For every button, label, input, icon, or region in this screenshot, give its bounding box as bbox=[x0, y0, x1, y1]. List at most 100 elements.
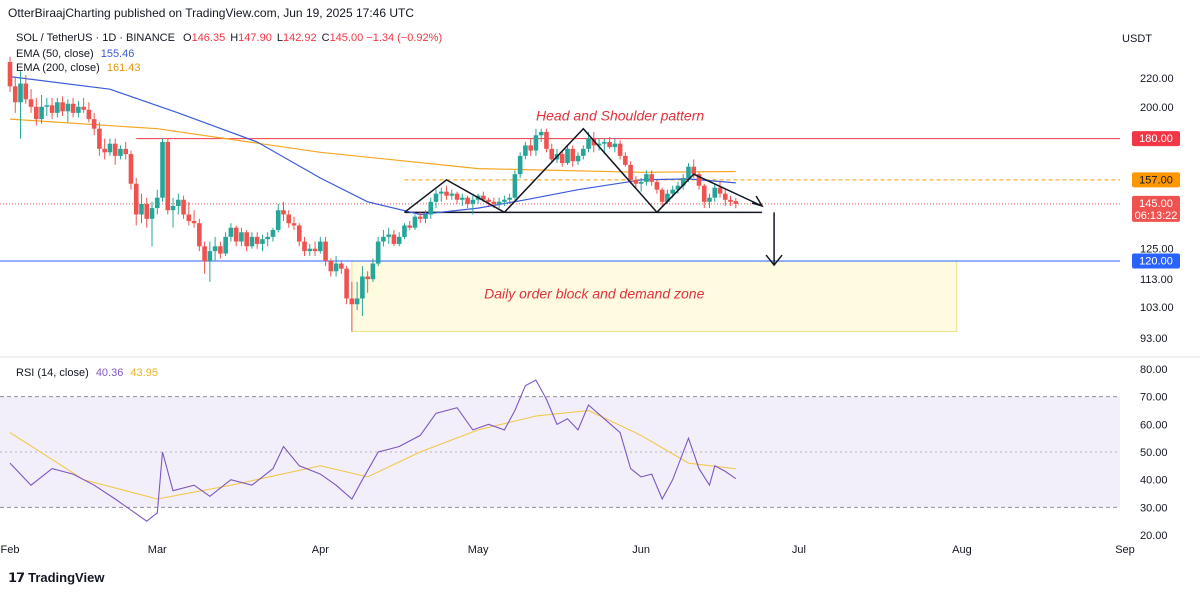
price-label: 120.00 bbox=[1139, 256, 1173, 268]
candle-body bbox=[559, 154, 565, 164]
candle-body bbox=[586, 138, 591, 149]
candle-body bbox=[523, 145, 528, 156]
candle-body bbox=[291, 223, 297, 226]
candle-body bbox=[496, 201, 502, 204]
candle-body bbox=[312, 248, 318, 252]
ema50-label: EMA (50, close) bbox=[16, 48, 94, 60]
candle-body bbox=[575, 155, 581, 162]
candle-body bbox=[428, 201, 434, 215]
time-tick-label: Feb bbox=[1, 544, 20, 556]
rsi-tick-label: 30.00 bbox=[1140, 502, 1168, 514]
candle-body bbox=[254, 236, 260, 244]
candle-body bbox=[402, 225, 407, 237]
candle-body bbox=[286, 214, 292, 224]
candle-body bbox=[323, 241, 328, 262]
time-tick-label: Jul bbox=[792, 544, 806, 556]
price-label: 157.00 bbox=[1139, 174, 1173, 186]
candle-body bbox=[686, 166, 691, 178]
candle-body bbox=[207, 251, 213, 262]
candle-body bbox=[712, 187, 718, 198]
candle-body bbox=[233, 227, 239, 242]
ema200-legend[interactable]: EMA (200, close) 161.43 bbox=[16, 62, 140, 74]
rsi-legend[interactable]: RSI (14, close) 40.36 43.95 bbox=[16, 367, 158, 379]
candle-body bbox=[481, 195, 486, 200]
ema50-legend[interactable]: EMA (50, close) 155.46 bbox=[16, 48, 134, 60]
candle-body bbox=[701, 185, 707, 202]
candle-body bbox=[107, 143, 113, 153]
candle-body bbox=[281, 210, 286, 215]
candle-body bbox=[97, 128, 102, 149]
candle-body bbox=[149, 208, 155, 219]
candle-body bbox=[381, 236, 386, 242]
candle-body bbox=[86, 109, 92, 120]
candle-body bbox=[12, 86, 18, 103]
candle-body bbox=[375, 241, 381, 264]
candle-body bbox=[512, 174, 518, 198]
candle-body bbox=[386, 234, 391, 237]
pattern-left-shoulder bbox=[404, 179, 505, 213]
candle-body bbox=[502, 199, 507, 202]
candle-body bbox=[249, 236, 255, 247]
candle-body bbox=[728, 199, 733, 202]
rsi-tick-label: 40.00 bbox=[1140, 475, 1168, 487]
candle-body bbox=[228, 227, 234, 237]
time-tick-label: Mar bbox=[148, 544, 167, 556]
candle-body bbox=[218, 246, 223, 254]
candle-body bbox=[617, 143, 623, 156]
target-arrow-head bbox=[765, 254, 783, 267]
ema50-line bbox=[9, 76, 736, 216]
tradingview-logo[interactable]: 𝟭𝟳 TradingView bbox=[8, 570, 104, 586]
candle-body bbox=[265, 236, 271, 240]
candle-body bbox=[270, 229, 276, 237]
candle-body bbox=[133, 183, 139, 215]
symbol-legend: SOL / TetherUS · 1D · BINANCE O146.35 H14… bbox=[16, 32, 442, 44]
candle-body bbox=[438, 191, 444, 194]
candle-body bbox=[244, 232, 249, 247]
ema200-label: EMA (200, close) bbox=[16, 62, 100, 74]
price-label: 180.00 bbox=[1139, 133, 1173, 145]
ema200-line bbox=[9, 118, 736, 173]
candle-body bbox=[717, 187, 723, 194]
candle-body bbox=[612, 143, 618, 148]
candle-body bbox=[186, 214, 192, 222]
candle-body bbox=[707, 197, 712, 202]
candle-body bbox=[360, 276, 365, 299]
candle-body bbox=[670, 189, 675, 194]
time-tick-label: Sep bbox=[1115, 544, 1135, 556]
candle-body bbox=[680, 177, 686, 186]
candle-body bbox=[580, 148, 586, 156]
candle-body bbox=[533, 135, 539, 151]
candle-body bbox=[81, 106, 86, 110]
candle-body bbox=[18, 83, 23, 103]
candle-body bbox=[538, 131, 544, 136]
candle-body bbox=[318, 241, 323, 252]
ohlc-value: −1.34 (−0.92%) bbox=[366, 32, 443, 44]
candle-body bbox=[144, 203, 150, 219]
rsi-tick-label: 60.00 bbox=[1140, 419, 1168, 431]
candle-body bbox=[328, 261, 334, 272]
pattern-head bbox=[503, 127, 658, 213]
candle-body bbox=[423, 214, 428, 219]
price-tick-label: 93.00 bbox=[1140, 333, 1168, 345]
price-label-bg bbox=[1132, 253, 1180, 269]
candle-body bbox=[191, 221, 197, 224]
ohlc-value: 142.92 bbox=[282, 32, 317, 44]
rsi-ma-value: 43.95 bbox=[130, 367, 158, 379]
candle-body bbox=[433, 193, 439, 202]
candle-body bbox=[344, 268, 349, 299]
candle-body bbox=[260, 239, 265, 244]
price-tick-label: 200.00 bbox=[1140, 102, 1174, 114]
ohlc-value: 147.90 bbox=[238, 32, 272, 44]
candle-body bbox=[722, 193, 728, 200]
price-label-bg bbox=[1132, 195, 1180, 222]
candle-body bbox=[239, 232, 244, 242]
candle-body bbox=[665, 193, 670, 202]
candle-body bbox=[549, 148, 555, 160]
candle-body bbox=[112, 143, 118, 156]
candle-body bbox=[370, 263, 376, 280]
candle-body bbox=[412, 216, 418, 228]
candle-body bbox=[181, 199, 186, 215]
candle-body bbox=[55, 102, 60, 113]
candle-body bbox=[528, 145, 533, 151]
